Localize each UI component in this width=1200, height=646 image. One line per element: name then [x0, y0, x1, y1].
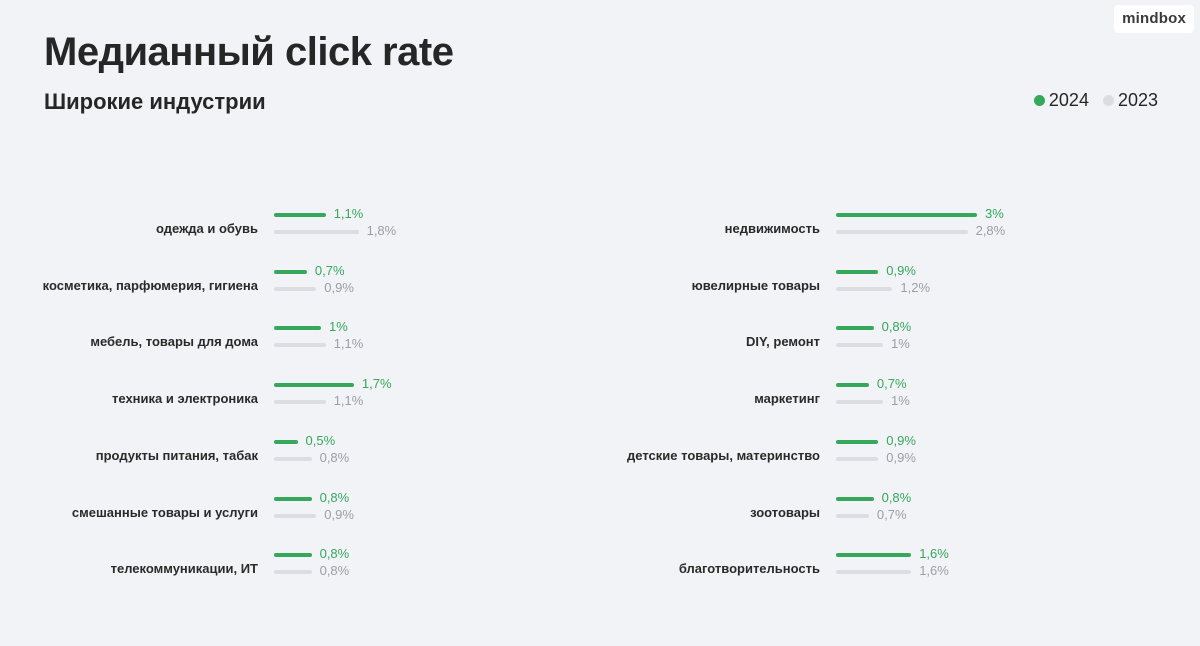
bar-2024	[274, 269, 307, 274]
category-label: детские товары, материнство	[627, 447, 820, 463]
chart-row: телекоммуникации, ИТ 0,8% 0,8%	[0, 546, 1200, 590]
bar-2024	[836, 383, 869, 388]
value-label-2024: 0,7%	[314, 262, 345, 278]
page-title: Медианный click rate	[44, 30, 454, 74]
bar-2024	[274, 213, 326, 217]
chart-row: DIY, ремонт 0,8% 1%	[0, 319, 1200, 363]
value-label-2024: 0,8%	[319, 489, 350, 505]
bar-2023	[274, 513, 317, 518]
bar-2023	[836, 570, 912, 575]
category-label: телекоммуникации, ИТ	[110, 561, 258, 577]
bar-2024	[836, 496, 874, 501]
value-label-2024: 1,6%	[919, 546, 949, 562]
bar-2024	[274, 326, 321, 331]
legend-label-2023: 2023	[1117, 90, 1158, 110]
bar-2023	[274, 456, 312, 461]
chart-row: благотворительность 1,6% 1,6%	[0, 546, 1200, 590]
bar-2024	[836, 326, 874, 331]
category-label: благотворительность	[678, 561, 820, 577]
category-label: косметика, парфюмерия, гигиена	[42, 277, 258, 293]
legend-label-2024: 2024	[1048, 90, 1089, 110]
value-label-2023: 1%	[891, 393, 910, 409]
value-label-2023: 1,1%	[333, 336, 364, 352]
legend-dot-2024	[1033, 95, 1045, 106]
value-label-2024: 3%	[985, 206, 1004, 221]
chart-row: недвижимость 3% 2,8%	[0, 206, 1200, 250]
chart-row: одежда и обувь 1,1% 1,8%	[0, 206, 1200, 250]
category-label: недвижимость	[724, 221, 820, 236]
bar-2023	[274, 286, 317, 291]
mindbox-logo: mindbox	[1114, 5, 1194, 33]
bar-2023	[836, 343, 883, 348]
bar-2024	[836, 213, 977, 217]
category-label: мебель, товары для дома	[90, 334, 258, 350]
bar-2023	[274, 570, 312, 575]
value-label-2023: 0,8%	[319, 563, 350, 579]
bar-2023	[836, 286, 893, 291]
category-label: смешанные товары и услуги	[71, 504, 258, 520]
value-label-2024: 1,1%	[333, 206, 364, 221]
category-label: зоотовары	[750, 504, 820, 520]
chart-row: косметика, парфюмерия, гигиена 0,7% 0,9%	[0, 263, 1200, 307]
bar-2023	[836, 456, 879, 461]
category-label: одежда и обувь	[155, 221, 258, 236]
value-label-2023: 0,9%	[886, 449, 916, 465]
value-label-2024: 0,9%	[886, 432, 916, 448]
value-label-2023: 2,8%	[975, 223, 1006, 238]
bar-2023	[274, 230, 359, 234]
value-label-2023: 1,8%	[366, 223, 397, 238]
value-label-2023: 0,9%	[324, 279, 354, 295]
bar-2023	[836, 230, 968, 234]
chart-row: ювелирные товары 0,9% 1,2%	[0, 263, 1200, 307]
value-label-2024: 0,8%	[319, 546, 350, 562]
legend-item-2023: 2023	[1102, 90, 1158, 111]
chart-row: зоотовары 0,8% 0,7%	[0, 490, 1200, 534]
bar-2023	[274, 400, 326, 405]
value-label-2023: 1,1%	[333, 393, 364, 409]
legend-dot-2023	[1102, 95, 1114, 106]
category-label: маркетинг	[754, 391, 820, 407]
bar-2024	[274, 439, 298, 444]
value-label-2023: 0,8%	[319, 449, 350, 465]
chart-row: мебель, товары для дома 1% 1,1%	[0, 319, 1200, 363]
bar-2024	[274, 496, 312, 501]
value-label-2023: 1,2%	[900, 279, 931, 295]
category-label: продукты питания, табак	[95, 447, 258, 463]
category-label: техника и электроника	[112, 391, 258, 407]
value-label-2024: 1%	[329, 319, 348, 335]
bar-2024	[836, 553, 912, 558]
bar-2024	[836, 439, 879, 444]
legend-item-2024: 2024	[1033, 90, 1089, 111]
category-label: ювелирные товары	[691, 277, 820, 293]
bar-2024	[274, 383, 354, 388]
bar-2024	[274, 553, 312, 558]
value-label-2023: 0,7%	[876, 506, 907, 522]
chart-row: маркетинг 0,7% 1%	[0, 376, 1200, 420]
bar-2023	[274, 343, 326, 348]
chart-row: продукты питания, табак 0,5% 0,8%	[0, 433, 1200, 477]
bar-2024	[836, 269, 879, 274]
chart-row: техника и электроника 1,7% 1,1%	[0, 376, 1200, 420]
value-label-2024: 0,7%	[876, 376, 907, 392]
chart-row: смешанные товары и услуги 0,8% 0,9%	[0, 490, 1200, 534]
bar-2023	[836, 513, 869, 518]
value-label-2024: 0,8%	[881, 319, 912, 335]
value-label-2024: 0,9%	[886, 262, 916, 278]
value-label-2024: 0,5%	[305, 432, 336, 448]
value-label-2023: 1%	[891, 336, 910, 352]
value-label-2023: 0,9%	[324, 506, 354, 522]
category-label: DIY, ремонт	[745, 334, 820, 350]
value-label-2024: 0,8%	[881, 489, 912, 505]
chart-legend: 2024 2023	[1033, 90, 1158, 111]
chart-row: детские товары, материнство 0,9% 0,9%	[0, 433, 1200, 477]
bar-2023	[836, 400, 883, 405]
value-label-2023: 1,6%	[919, 563, 949, 579]
value-label-2024: 1,7%	[361, 376, 392, 392]
page-subtitle: Широкие индустрии	[44, 89, 266, 114]
